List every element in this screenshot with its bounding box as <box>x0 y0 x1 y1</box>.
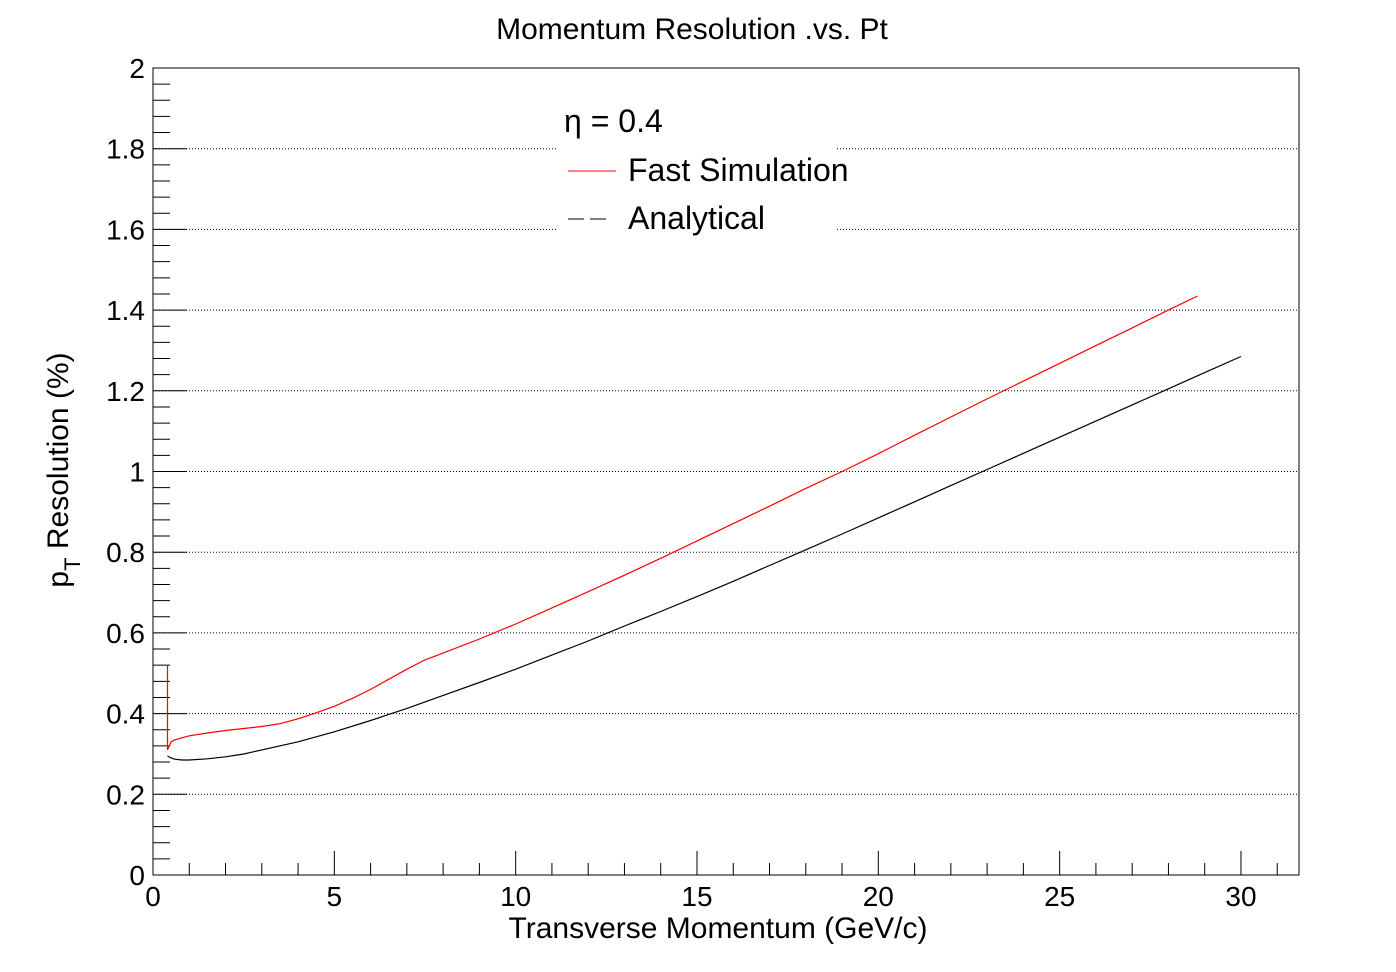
x-tick-label: 15 <box>681 881 712 912</box>
y-tick-label: 0.8 <box>106 537 145 568</box>
y-tick-label: 1.4 <box>106 295 145 326</box>
series-line-fast-simulation <box>166 295 1198 751</box>
legend-entry-fast-simulation: Fast Simulation <box>628 152 849 188</box>
svg-text:pT Resolution (%): pT Resolution (%) <box>42 352 85 587</box>
plot-frame <box>152 67 1300 876</box>
y-axis-label-subscript: T <box>60 557 85 570</box>
x-tick-label: 10 <box>500 881 531 912</box>
x-tick-label: 30 <box>1225 881 1256 912</box>
y-tick-label: 0.6 <box>106 618 145 649</box>
y-tick-label: 1.2 <box>106 376 145 407</box>
y-tick-label: 2 <box>129 53 145 84</box>
x-tick-label: 5 <box>327 881 343 912</box>
x-tick-label: 25 <box>1044 881 1075 912</box>
y-tick-label: 1.6 <box>106 214 145 245</box>
chart-title: Momentum Resolution .vs. Pt <box>496 13 888 46</box>
y-axis-label-rest: Resolution (%) <box>42 352 75 557</box>
y-tick-label: 1 <box>129 457 145 488</box>
y-tick-label: 0.4 <box>106 699 145 730</box>
y-axis-label: pT Resolution (%) <box>42 352 85 587</box>
y-tick-label: 1.8 <box>106 134 145 165</box>
y-axis-label-main: p <box>42 571 75 588</box>
legend: η = 0.4 Fast Simulation Analytical <box>558 100 849 236</box>
y-tick-label: 0.2 <box>106 779 145 810</box>
legend-header: η = 0.4 <box>564 103 663 139</box>
series-lines <box>166 295 1242 761</box>
y-tick-label: 0 <box>129 860 145 891</box>
x-tick-label: 0 <box>145 881 161 912</box>
tick-labels: 00.20.40.60.811.21.41.61.820 5 10 15 20 25 30 <box>106 53 1256 912</box>
x-axis-label: Transverse Momentum (GeV/c) <box>509 912 928 945</box>
series-line-analytical <box>167 355 1242 761</box>
legend-entry-analytical: Analytical <box>628 200 765 236</box>
x-tick-label: 20 <box>863 881 894 912</box>
legend-box <box>558 100 836 234</box>
